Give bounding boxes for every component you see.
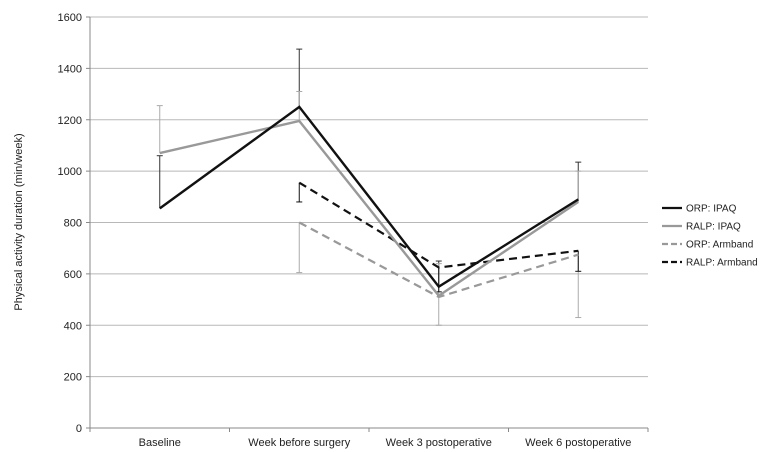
y-tick-label: 600	[64, 269, 82, 281]
legend-label: RALP: Armband	[686, 258, 758, 269]
y-tick-label: 1600	[58, 12, 82, 24]
gridlines	[90, 16, 648, 378]
y-tick-label: 0	[76, 423, 82, 435]
legend-label: RALP: IPAQ	[686, 222, 741, 233]
legend-label: ORP: IPAQ	[686, 204, 737, 215]
y-axis-label: Physical activity duration (min/week)	[13, 133, 25, 310]
x-tick-label: Week before surgery	[248, 437, 350, 449]
y-tick-label: 1200	[58, 115, 82, 127]
series-lines	[159, 105, 579, 299]
y-tick-label: 800	[64, 218, 82, 230]
series-line-ralp-ipaq	[159, 119, 579, 298]
series-line-orp-ipaq	[159, 105, 579, 289]
legend-label: ORP: Armband	[686, 240, 753, 251]
x-tick-label: Week 6 postoperative	[525, 437, 631, 449]
legend: ORP: IPAQ RALP: IPAQ ORP: Armband RALP: Arm…	[662, 204, 758, 269]
y-tick-label: 200	[64, 372, 82, 384]
error-bars	[156, 48, 582, 326]
y-tick-label: 1400	[58, 63, 82, 75]
axes: 0 200 400 600 800 1000 1200 1400 1600 Baseline Wee…	[58, 12, 649, 449]
series-line-ralp-armband	[298, 181, 579, 269]
y-tick-label: 1000	[58, 166, 82, 178]
x-tick-label: Week 3 postoperative	[386, 437, 492, 449]
x-tick-label: Baseline	[139, 437, 181, 449]
y-tick-label: 400	[64, 320, 82, 332]
